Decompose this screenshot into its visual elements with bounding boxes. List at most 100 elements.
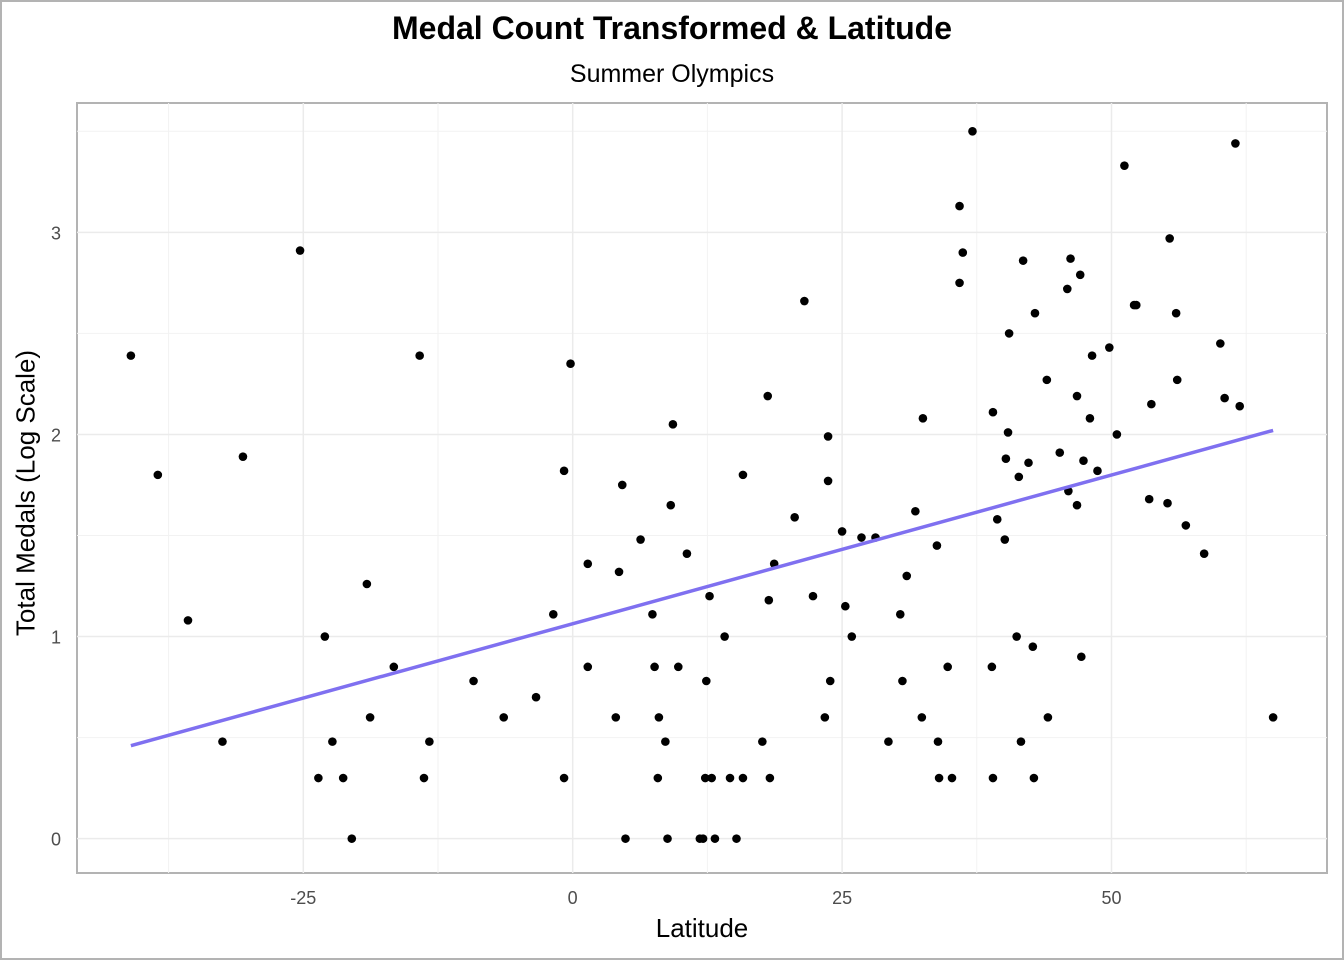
data-point <box>648 610 657 619</box>
data-point <box>732 834 741 843</box>
data-point <box>1000 535 1010 544</box>
data-point <box>583 662 593 672</box>
data-point <box>823 476 833 486</box>
data-point <box>1165 234 1174 243</box>
data-point <box>1014 472 1024 482</box>
data-point <box>653 773 663 783</box>
data-point <box>790 513 799 522</box>
data-point <box>837 527 847 536</box>
data-point <box>1147 399 1156 409</box>
data-point <box>663 834 672 843</box>
data-point <box>650 662 659 672</box>
y-axis-label: Total Medals (Log Scale) <box>10 349 41 637</box>
data-point <box>800 296 809 306</box>
data-point <box>238 452 248 461</box>
data-point <box>947 773 957 783</box>
data-point <box>531 692 541 702</box>
data-point <box>1072 391 1082 401</box>
data-point <box>895 610 905 619</box>
x-tick-label: 50 <box>1101 888 1121 908</box>
grid-minor <box>77 103 1327 873</box>
data-point <box>720 632 729 641</box>
data-point <box>765 773 775 783</box>
data-point <box>1144 494 1154 504</box>
data-point <box>884 737 893 746</box>
data-point <box>617 480 627 490</box>
plot-panel <box>76 102 1328 874</box>
data-point <box>365 713 375 722</box>
data-point <box>825 676 835 686</box>
data-point <box>1085 413 1095 423</box>
data-point <box>958 248 968 257</box>
data-point <box>1001 454 1011 463</box>
data-point <box>808 591 818 601</box>
data-point <box>1063 284 1072 294</box>
data-point <box>1235 401 1245 411</box>
chart-subtitle: Summer Olympics <box>569 60 775 88</box>
data-point <box>988 407 998 417</box>
x-axis-label: Latitude <box>655 913 749 943</box>
data-point <box>1016 737 1026 746</box>
data-point <box>968 126 977 136</box>
data-point <box>559 773 569 783</box>
data-point <box>682 549 692 558</box>
data-point <box>918 413 928 423</box>
data-point <box>1199 549 1209 558</box>
data-point <box>347 834 357 843</box>
data-point <box>1216 339 1225 348</box>
data-point <box>1028 642 1038 651</box>
data-point <box>314 773 323 783</box>
data-point <box>661 737 670 746</box>
data-point <box>499 713 509 722</box>
data-point <box>917 713 927 722</box>
data-point <box>320 632 330 641</box>
data-point <box>1171 308 1181 318</box>
data-point <box>725 773 735 783</box>
data-point <box>955 278 964 288</box>
axis-ticks: -25 0 25 50 0 1 2 3 <box>51 223 1122 908</box>
data-point <box>1105 343 1114 352</box>
data-point <box>1079 456 1088 466</box>
data-point <box>1018 256 1028 265</box>
data-point <box>763 391 773 401</box>
data-point <box>857 533 866 542</box>
x-tick-label: 0 <box>568 888 578 908</box>
data-point <box>1131 300 1141 310</box>
data-point <box>1003 428 1013 437</box>
data-point <box>955 201 964 211</box>
data-point <box>566 359 575 369</box>
data-point <box>847 632 857 641</box>
data-point <box>943 662 952 672</box>
data-point <box>126 351 136 360</box>
data-point <box>666 500 676 510</box>
data-point <box>1231 139 1240 148</box>
data-point <box>1043 713 1053 722</box>
data-point <box>559 466 569 476</box>
data-point <box>583 559 593 569</box>
data-point <box>614 567 624 577</box>
data-point <box>1077 652 1086 662</box>
chart-title: Medal Count Transformed & Latitude <box>391 10 953 46</box>
data-point <box>415 351 424 360</box>
data-point <box>1181 521 1191 530</box>
data-point <box>1268 713 1278 722</box>
data-point <box>1004 329 1014 338</box>
data-point <box>738 470 748 480</box>
data-point <box>932 541 942 550</box>
data-point <box>611 713 621 722</box>
data-point <box>902 571 912 581</box>
data-point <box>338 773 348 783</box>
data-point <box>295 246 305 255</box>
data-point <box>328 737 337 746</box>
data-point <box>548 610 558 619</box>
data-point <box>218 737 227 746</box>
trend-layer <box>130 428 1274 748</box>
y-tick-label: 2 <box>51 425 61 445</box>
data-point <box>668 420 678 429</box>
data-point <box>820 713 830 722</box>
data-point <box>1093 466 1102 476</box>
data-point <box>1075 270 1085 280</box>
data-point <box>1112 430 1122 439</box>
data-point <box>898 676 907 686</box>
